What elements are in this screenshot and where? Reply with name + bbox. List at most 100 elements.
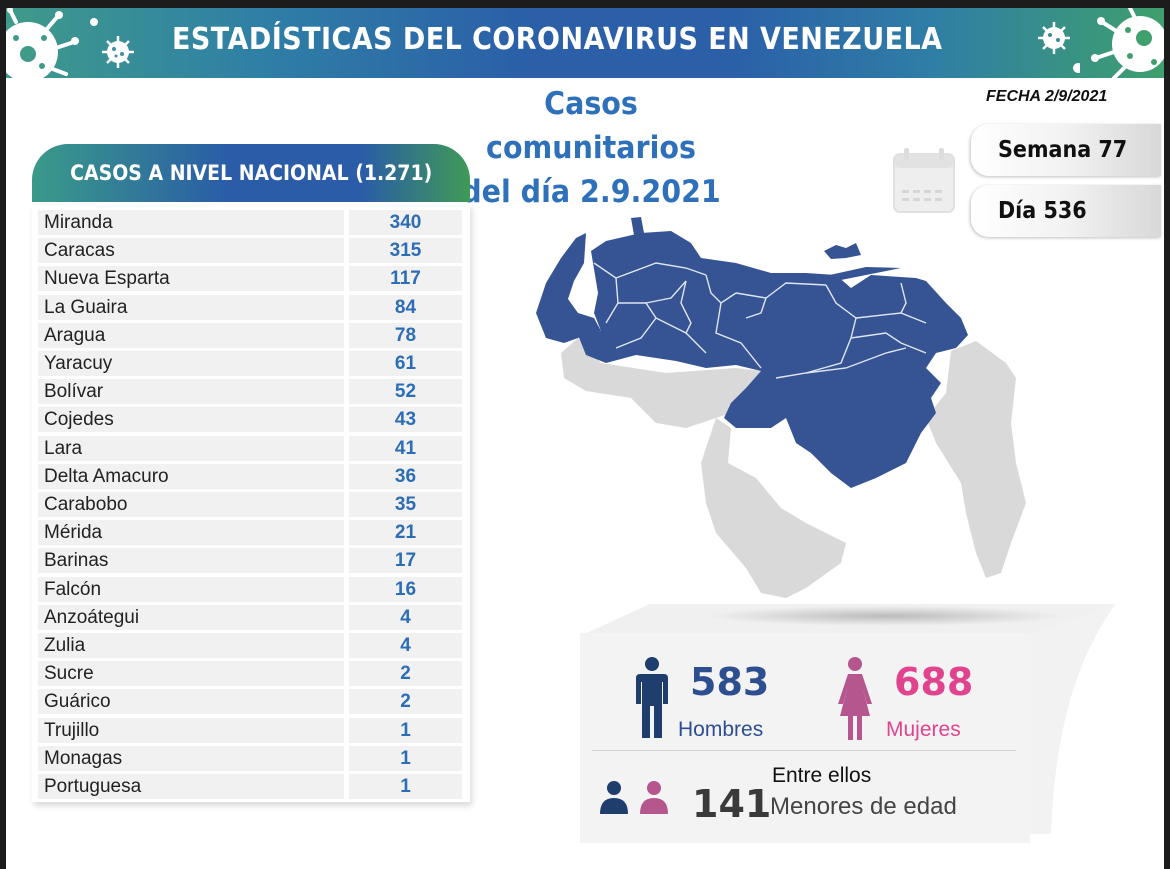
state-name: Anzoátegui	[38, 604, 344, 630]
case-count: 61	[349, 351, 462, 376]
case-count: 1	[349, 717, 462, 743]
virus-icon-large-right	[1091, 8, 1164, 78]
table-row: Miranda 340	[38, 210, 462, 235]
case-count: 41	[349, 435, 462, 461]
state-name: Monagas	[38, 745, 344, 771]
female-icon	[838, 657, 872, 740]
title-line-1: Casos comunitarios	[486, 86, 696, 166]
table-row: Trujillo 1	[38, 717, 462, 743]
state-name: Portuguesa	[38, 774, 344, 799]
title-line-2: del día 2.9.2021	[461, 174, 721, 210]
state-name: La Guaira	[38, 294, 344, 320]
stats-card-curl	[1030, 604, 1116, 834]
map-region-inactive-east	[926, 341, 1026, 578]
cases-table: Miranda 340 Caracas 315 Nueva Esparta 117 La G…	[32, 204, 470, 802]
state-name: Zulia	[38, 633, 344, 658]
state-name: Cojedes	[38, 407, 344, 433]
case-count: 1	[349, 774, 462, 799]
stats-card-flap	[580, 604, 1115, 636]
state-name: Trujillo	[38, 717, 344, 743]
table-row: Aragua 78	[38, 322, 462, 348]
map-state-borders	[593, 262, 927, 379]
table-row: Bolívar 52	[38, 379, 462, 405]
table-row: Yaracuy 61	[38, 351, 462, 376]
table-row: Monagas 1	[38, 745, 462, 771]
case-count: 340	[349, 210, 462, 235]
table-row: Lara 41	[38, 435, 462, 461]
male-icon	[636, 657, 668, 738]
case-count: 1	[349, 745, 462, 771]
table-row: Sucre 2	[38, 661, 462, 687]
case-count: 4	[349, 633, 462, 658]
state-name: Miranda	[38, 210, 344, 235]
virus-icon-small-left	[90, 18, 134, 68]
women-label: Mujeres	[886, 718, 961, 741]
state-name: Sucre	[38, 661, 344, 687]
table-row: Zulia 4	[38, 633, 462, 658]
state-name: Caracas	[38, 238, 344, 264]
state-name: Mérida	[38, 520, 344, 546]
day-badge: Día 536	[971, 185, 1161, 237]
table-header: CASOS A NIVEL NACIONAL (1.271)	[32, 144, 470, 202]
case-count: 21	[349, 520, 462, 546]
map-island-margarita	[824, 243, 861, 259]
case-count: 43	[349, 407, 462, 433]
men-count: 583	[690, 660, 770, 704]
table-row: La Guaira 84	[38, 294, 462, 320]
day-label: Día 536	[998, 198, 1087, 224]
state-name: Aragua	[38, 322, 344, 348]
banner: ESTADÍSTICAS DEL CORONAVIRUS EN VENEZUEL…	[6, 8, 1164, 78]
case-count: 315	[349, 238, 462, 264]
virus-icon-large-left	[6, 8, 79, 78]
banner-title: ESTADÍSTICAS DEL CORONAVIRUS EN VENEZUEL…	[172, 22, 943, 57]
state-name: Yaracuy	[38, 351, 344, 376]
shelf-shadow	[706, 606, 1066, 626]
week-badge: Semana 77	[971, 124, 1161, 176]
case-count: 17	[349, 548, 462, 574]
child-male-icon	[600, 781, 628, 814]
map-island-curazao-area	[631, 217, 644, 235]
child-female-icon	[640, 781, 668, 814]
state-name: Barinas	[38, 548, 344, 574]
table-row: Mérida 21	[38, 520, 462, 546]
table-row: Cojedes 43	[38, 407, 462, 433]
venezuela-map	[536, 217, 1026, 598]
case-count: 78	[349, 322, 462, 348]
table-row: Portuguesa 1	[38, 774, 462, 799]
state-name: Falcón	[38, 576, 344, 602]
table-row: Delta Amacuro 36	[38, 463, 462, 489]
state-name: Guárico	[38, 689, 344, 715]
page-title: Casos comunitarios del día 2.9.2021	[439, 82, 743, 214]
minors-label: Menores de edad	[770, 793, 957, 820]
case-count: 2	[349, 689, 462, 715]
week-label: Semana 77	[998, 137, 1128, 163]
table-row: Guárico 2	[38, 689, 462, 715]
table-row: Falcón 16	[38, 576, 462, 602]
women-count: 688	[894, 660, 974, 704]
case-count: 117	[349, 266, 462, 292]
table-header-text: CASOS A NIVEL NACIONAL (1.271)	[69, 161, 433, 185]
case-count: 36	[349, 463, 462, 489]
table-row: Nueva Esparta 117	[38, 266, 462, 292]
table-row: Anzoátegui 4	[38, 604, 462, 630]
state-name: Carabobo	[38, 492, 344, 517]
map-region-highlighted	[578, 231, 968, 488]
case-count: 52	[349, 379, 462, 405]
map-region-inactive-west	[561, 338, 761, 428]
infographic: ESTADÍSTICAS DEL CORONAVIRUS EN VENEZUEL…	[6, 8, 1164, 869]
case-count: 84	[349, 294, 462, 320]
case-count: 4	[349, 604, 462, 630]
men-label: Hombres	[678, 718, 764, 741]
calendar-icon	[893, 148, 955, 213]
case-count: 35	[349, 492, 462, 517]
map-region-highlighted	[536, 233, 601, 343]
state-name: Bolívar	[38, 379, 344, 405]
table-row: Caracas 315	[38, 238, 462, 264]
case-count: 2	[349, 661, 462, 687]
state-name: Nueva Esparta	[38, 266, 344, 292]
state-name: Delta Amacuro	[38, 463, 344, 489]
minors-intro: Entre ellos	[772, 764, 872, 787]
map-region-inactive-south	[701, 418, 846, 598]
case-count: 16	[349, 576, 462, 602]
state-name: Lara	[38, 435, 344, 461]
